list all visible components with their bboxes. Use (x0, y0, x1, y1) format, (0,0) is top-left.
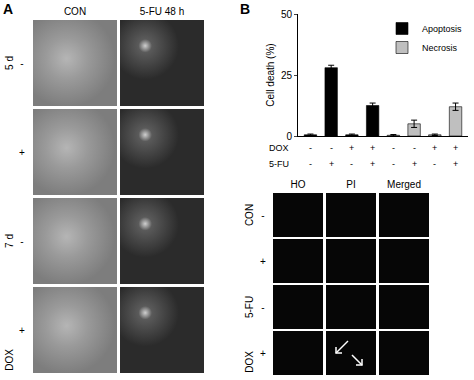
svg-text:5-FU: 5-FU (269, 159, 289, 169)
svg-text:-: - (309, 159, 312, 169)
svg-text:Cell death (%): Cell death (%) (265, 43, 276, 106)
svg-text:-: - (309, 143, 312, 153)
html-text:7 d: 7 d (3, 234, 15, 248)
svg-text:-: - (330, 143, 333, 153)
svg-text:+: + (329, 159, 334, 169)
html-text:Merged: Merged (387, 179, 421, 190)
html-text:A: A (3, 1, 14, 17)
svg-text:Necrosis: Necrosis (422, 43, 458, 53)
svg-text:+: + (412, 159, 417, 169)
html-text:5-FU: 5-FU (243, 295, 255, 319)
svg-text:Apoptosis: Apoptosis (422, 24, 462, 34)
svg-text:+: + (370, 143, 375, 153)
html-text:PI: PI (346, 179, 356, 190)
html-text:CON: CON (243, 203, 255, 227)
svg-text:DOX: DOX (269, 143, 289, 153)
svg-text:-: - (433, 159, 436, 169)
svg-text:+: + (370, 159, 375, 169)
svg-text:+: + (453, 159, 458, 169)
html-text:B: B (240, 1, 251, 17)
html-text:5 d: 5 d (3, 56, 15, 70)
svg-text:-: - (413, 143, 416, 153)
svg-text:+: + (453, 143, 458, 153)
svg-text:-: - (392, 143, 395, 153)
html-text:5-FU 48 h: 5-FU 48 h (139, 6, 185, 17)
html-text:HO: HO (290, 179, 306, 190)
html-text:DOX: DOX (243, 351, 255, 373)
svg-text:-: - (392, 159, 395, 169)
svg-text:0: 0 (286, 131, 292, 142)
html-text:CON: CON (63, 6, 87, 17)
svg-text:+: + (349, 143, 354, 153)
svg-text:25: 25 (281, 70, 293, 81)
svg-text:50: 50 (281, 9, 293, 20)
html-text:DOX: DOX (3, 349, 15, 371)
svg-text:+: + (432, 143, 437, 153)
svg-text:-: - (350, 159, 353, 169)
